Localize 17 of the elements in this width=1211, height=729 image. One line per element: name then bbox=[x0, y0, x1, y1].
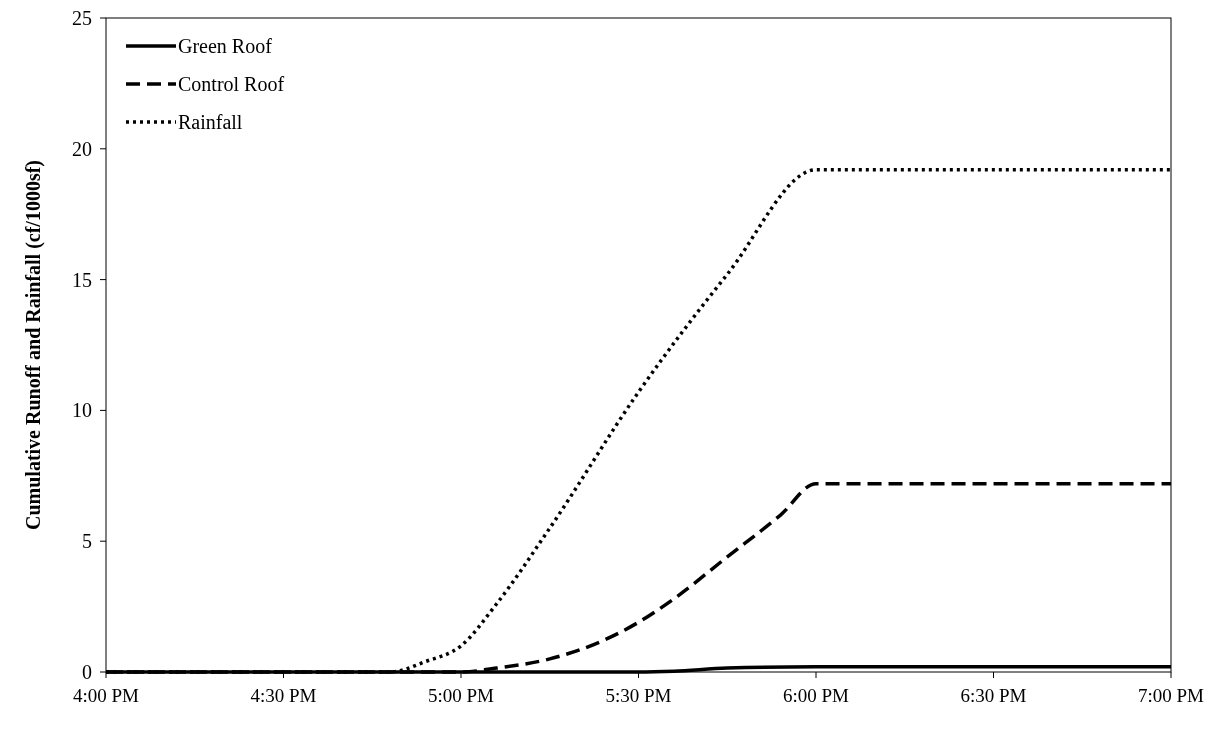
x-tick-label: 4:00 PM bbox=[73, 685, 140, 706]
y-tick-label: 10 bbox=[72, 399, 92, 422]
legend-label: Rainfall bbox=[178, 111, 243, 133]
x-tick-label: 5:30 PM bbox=[605, 685, 672, 706]
legend-label: Control Roof bbox=[178, 73, 285, 95]
x-tick-label: 6:00 PM bbox=[783, 685, 850, 706]
x-tick-label: 5:00 PM bbox=[428, 685, 495, 706]
y-tick-label: 5 bbox=[82, 530, 92, 553]
x-tick-label: 4:30 PM bbox=[250, 685, 317, 706]
legend-label: Green Roof bbox=[178, 35, 273, 57]
y-tick-label: 25 bbox=[72, 7, 92, 29]
x-tick-label: 7:00 PM bbox=[1138, 685, 1205, 706]
y-tick-label: 15 bbox=[72, 268, 92, 291]
y-tick-label: 0 bbox=[82, 661, 92, 683]
y-axis-title: Cumulative Runoff and Rainfall (cf/1000sf) bbox=[22, 159, 45, 531]
y-tick-label: 20 bbox=[72, 137, 92, 160]
x-tick-label: 6:30 PM bbox=[960, 685, 1027, 706]
